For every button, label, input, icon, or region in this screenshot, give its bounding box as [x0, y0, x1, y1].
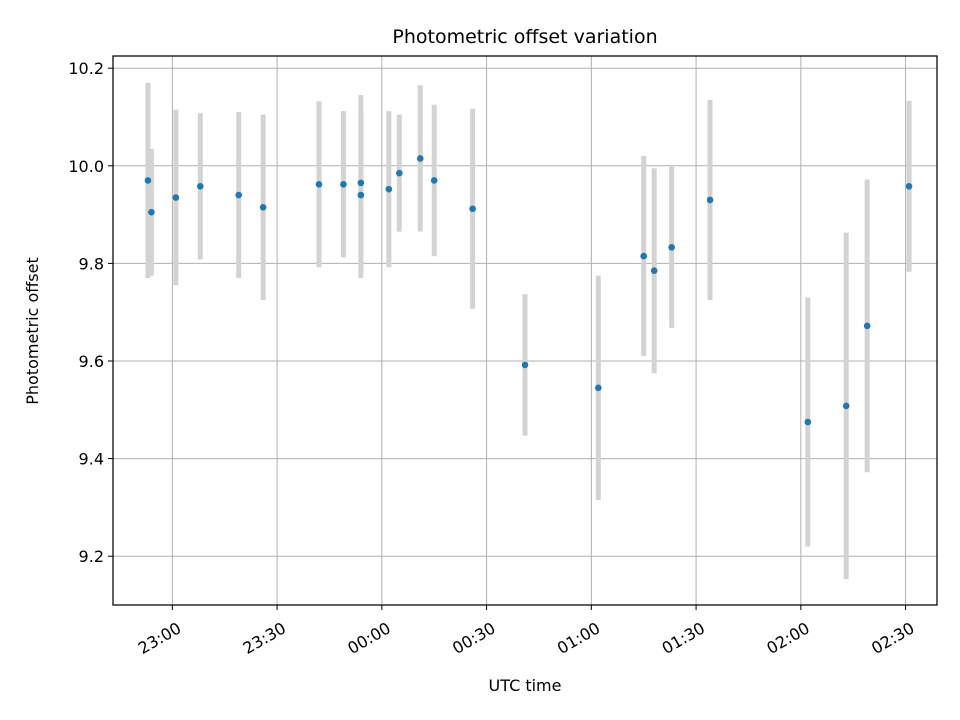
data-point	[315, 181, 323, 188]
data-point	[640, 252, 648, 260]
data-point	[469, 205, 476, 213]
y-tick-label: 9.4	[79, 450, 104, 469]
data-point	[148, 208, 155, 216]
data-point	[521, 361, 529, 369]
plot-frame	[112, 55, 938, 606]
data-point	[842, 402, 850, 410]
data-point	[863, 322, 871, 330]
data-point	[385, 185, 393, 193]
data-point	[235, 191, 242, 199]
data-point	[196, 182, 204, 190]
data-point	[668, 243, 675, 251]
y-tick-label: 9.8	[79, 254, 104, 273]
data-point	[595, 384, 602, 392]
data-point	[357, 191, 365, 199]
y-axis: 9.2 9.4 9.6 9.8 10.0 10.2	[68, 59, 113, 566]
y-tick-label: 9.2	[79, 547, 104, 566]
y-tick-label: 10.2	[68, 59, 104, 78]
data-point	[650, 267, 658, 275]
data-point	[357, 179, 365, 187]
data-points	[144, 155, 913, 426]
data-point	[144, 177, 152, 184]
x-axis-label: UTC time	[489, 676, 562, 695]
data-point	[905, 182, 913, 190]
grid	[113, 56, 937, 605]
data-point	[172, 194, 180, 201]
data-point	[804, 418, 812, 426]
data-point	[416, 155, 424, 162]
data-point	[430, 177, 438, 184]
y-tick-label: 9.6	[79, 352, 104, 371]
data-point	[259, 203, 267, 211]
data-point	[706, 196, 714, 204]
data-point	[340, 181, 347, 188]
y-axis-label: Photometric offset	[23, 257, 42, 405]
data-point	[396, 169, 403, 177]
y-tick-label: 10.0	[68, 157, 104, 176]
chart-title: Photometric offset variation	[392, 26, 657, 48]
